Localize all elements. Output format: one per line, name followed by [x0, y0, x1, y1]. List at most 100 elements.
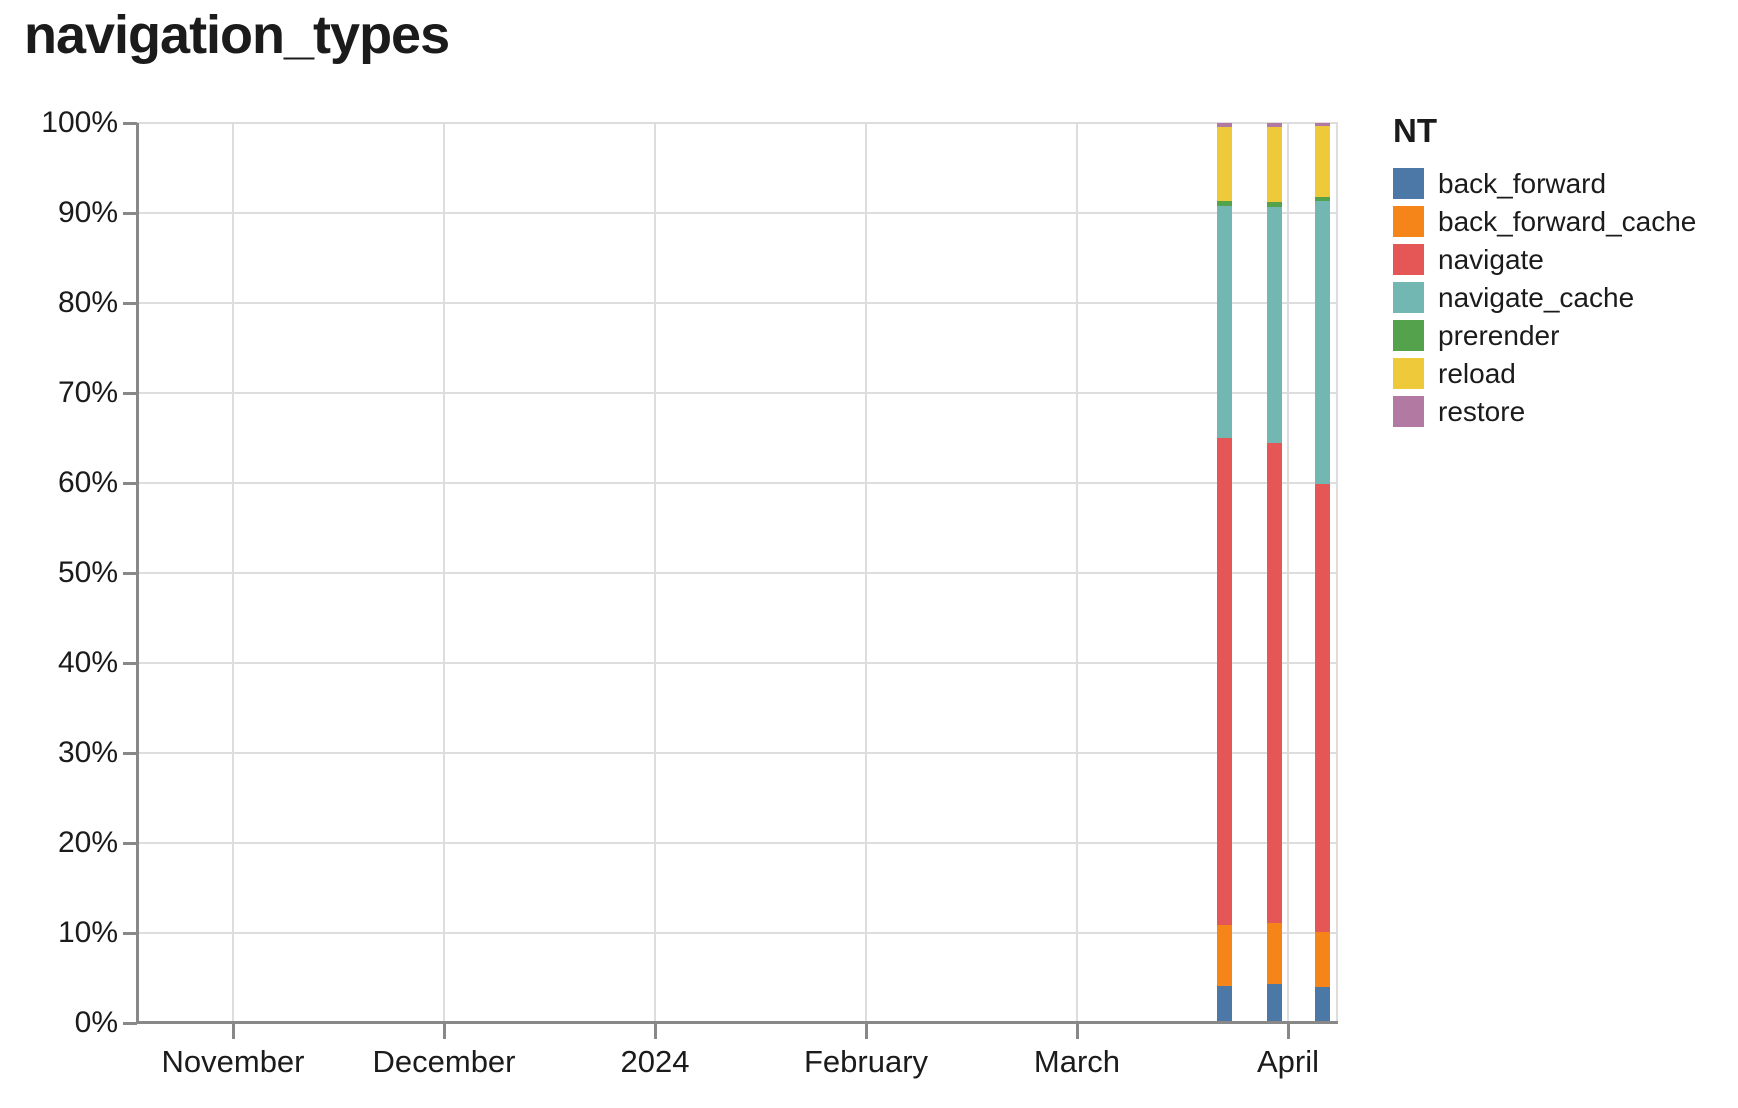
bar-segment-restore — [1314, 123, 1330, 126]
legend-item: navigate_cache — [1393, 282, 1696, 313]
y-axis-label: 40% — [57, 646, 118, 679]
y-axis-label: 60% — [57, 466, 118, 499]
stacked-bar — [1266, 123, 1282, 1023]
legend-rows: back_forward back_forward_cache navigate na… — [1393, 168, 1696, 427]
y-gridline — [137, 302, 1338, 304]
y-axis-domain-line — [136, 123, 139, 1023]
legend-swatch-icon — [1393, 168, 1424, 199]
y-axis-tick — [123, 662, 137, 665]
y-axis-tick — [123, 122, 137, 125]
x-axis-domain-line — [137, 1021, 1338, 1024]
y-axis-tick — [123, 212, 137, 215]
bar-segment-prerender — [1314, 196, 1330, 202]
y-gridline — [137, 752, 1338, 754]
x-axis-tick — [865, 1023, 868, 1039]
legend-swatch-icon — [1393, 206, 1424, 237]
x-gridline — [232, 123, 234, 1023]
legend-item: reload — [1393, 358, 1696, 389]
bar-segment-back_forward_cache — [1266, 923, 1282, 985]
y-axis-label: 70% — [57, 376, 118, 409]
x-axis-tick — [654, 1023, 657, 1039]
bar-segment-restore — [1217, 123, 1232, 127]
legend-item: back_forward_cache — [1393, 206, 1696, 237]
x-axis-label: February — [803, 1044, 929, 1079]
bar-segment-navigate — [1266, 443, 1282, 924]
bar-segment-navigate — [1217, 438, 1232, 925]
x-axis-label: 2024 — [620, 1044, 690, 1079]
legend-swatch-icon — [1393, 396, 1424, 427]
y-axis-tick — [123, 842, 137, 845]
plot-area — [137, 122, 1338, 1023]
y-axis-label: 100% — [41, 106, 118, 139]
bar-segment-prerender — [1217, 201, 1232, 206]
x-axis-tick — [1287, 1023, 1290, 1039]
legend-item: navigate — [1393, 244, 1696, 275]
y-axis-tick — [123, 572, 137, 575]
legend-swatch-icon — [1393, 320, 1424, 351]
x-axis-label: April — [1256, 1044, 1319, 1079]
x-axis-label: March — [1033, 1044, 1121, 1079]
y-axis-label: 0% — [74, 1006, 118, 1039]
y-axis-label: 30% — [57, 736, 118, 769]
y-axis-label: 80% — [57, 286, 118, 319]
x-gridline — [654, 123, 656, 1023]
legend-swatch-icon — [1393, 358, 1424, 389]
y-gridline — [137, 842, 1338, 844]
x-gridline — [443, 123, 445, 1023]
chart-title: navigation_types — [24, 5, 450, 65]
bar-segment-navigate_cache — [1217, 205, 1232, 438]
bar-segment-navigate_cache — [1314, 201, 1330, 484]
legend-item-label: navigate_cache — [1438, 281, 1635, 313]
x-axis-label: December — [372, 1044, 516, 1079]
bar-segment-reload — [1266, 126, 1282, 203]
legend-item-label: back_forward_cache — [1438, 205, 1697, 237]
stacked-bar — [1314, 123, 1330, 1023]
x-gridline — [1076, 123, 1078, 1023]
y-axis-tick — [123, 482, 137, 485]
y-axis-tick — [123, 392, 137, 395]
y-axis-tick — [123, 1022, 137, 1025]
y-axis-tick — [123, 302, 137, 305]
y-gridline — [137, 392, 1338, 394]
plot-right-border — [1336, 123, 1338, 1023]
bar-segment-reload — [1217, 126, 1232, 202]
legend-swatch-icon — [1393, 244, 1424, 275]
x-gridline — [865, 123, 867, 1023]
bar-segment-navigate_cache — [1266, 206, 1282, 444]
y-axis-tick — [123, 752, 137, 755]
y-axis-tick — [123, 932, 137, 935]
legend-item: back_forward — [1393, 168, 1696, 199]
legend-swatch-icon — [1393, 282, 1424, 313]
bar-segment-restore — [1266, 123, 1282, 127]
legend-item-label: reload — [1438, 357, 1516, 389]
legend-item: prerender — [1393, 320, 1696, 351]
legend-item-label: navigate — [1438, 243, 1544, 275]
bar-segment-back_forward — [1266, 984, 1282, 1023]
legend-item-label: back_forward — [1438, 167, 1607, 199]
bar-segment-back_forward — [1217, 986, 1232, 1023]
bar-segment-back_forward_cache — [1314, 932, 1330, 987]
y-axis-label: 10% — [57, 916, 118, 949]
bar-segment-back_forward_cache — [1217, 924, 1232, 987]
y-gridline — [137, 482, 1338, 484]
y-gridline — [137, 572, 1338, 574]
bar-segment-reload — [1314, 125, 1330, 197]
x-gridline — [1287, 123, 1289, 1023]
x-axis-label: November — [161, 1044, 305, 1079]
y-gridline — [137, 932, 1338, 934]
x-axis-tick — [443, 1023, 446, 1039]
legend-item-label: restore — [1438, 395, 1526, 427]
bar-segment-prerender — [1266, 202, 1282, 207]
legend-item: restore — [1393, 396, 1696, 427]
y-gridline — [137, 212, 1338, 214]
legend-title: NT — [1393, 112, 1437, 149]
y-axis-label: 20% — [57, 826, 118, 859]
stacked-bar — [1217, 123, 1232, 1023]
y-gridline — [137, 662, 1338, 664]
bar-segment-navigate — [1314, 483, 1330, 933]
legend-item-label: prerender — [1438, 319, 1560, 351]
y-gridline — [137, 122, 1338, 124]
bar-segment-back_forward — [1314, 987, 1330, 1023]
